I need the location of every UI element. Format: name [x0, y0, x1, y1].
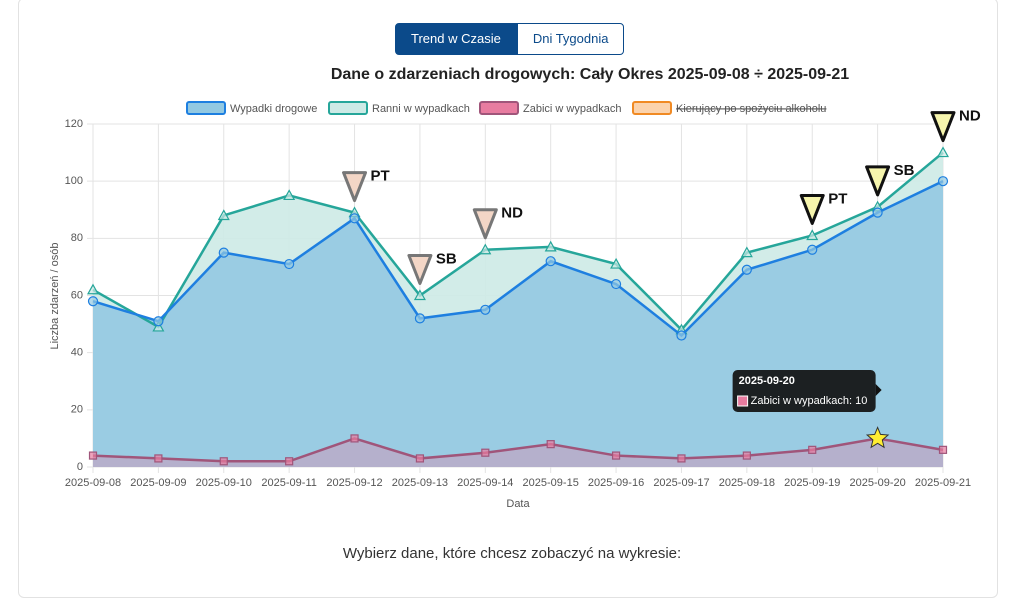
- series-area: [93, 438, 943, 467]
- tab-button[interactable]: Dni Tygodnia: [516, 23, 625, 55]
- point: [350, 434, 359, 443]
- x-axis-label: Data: [506, 498, 530, 510]
- x-tick-label: 2025-09-16: [588, 477, 644, 489]
- point: [740, 246, 753, 258]
- point: [283, 189, 296, 201]
- annotation-marker: [799, 193, 825, 225]
- legend-swatch: [479, 101, 519, 115]
- point: [807, 244, 818, 255]
- tooltip-swatch: [737, 395, 749, 407]
- point: [610, 257, 623, 269]
- series-line: [92, 437, 944, 463]
- x-tick-label: 2025-09-09: [130, 477, 186, 489]
- annotation-label: SB: [894, 162, 915, 179]
- annotation-marker: [472, 208, 498, 240]
- legend-swatch: [328, 101, 368, 115]
- x-tick-label: 2025-09-10: [196, 477, 252, 489]
- legend-label: Wypadki drogowe: [230, 103, 317, 115]
- point: [480, 304, 491, 315]
- point: [413, 289, 426, 301]
- annotation-marker: [865, 165, 891, 197]
- y-tick-label: 0: [77, 461, 83, 473]
- series-line: [92, 151, 944, 332]
- point: [546, 440, 555, 449]
- chart-title: Dane o zdarzeniach drogowych: Cały Okres…: [331, 66, 849, 83]
- legend-swatch: [186, 101, 226, 115]
- x-tick-label: 2025-09-21: [915, 477, 971, 489]
- point: [938, 445, 948, 454]
- point: [87, 296, 99, 307]
- annotation-label: ND: [959, 108, 981, 125]
- legend-label: Kierujący po spożyciu alkoholu: [676, 103, 826, 115]
- point: [937, 176, 949, 187]
- point: [610, 278, 622, 290]
- point: [219, 457, 228, 466]
- annotation-label: ND: [501, 205, 523, 222]
- point: [218, 247, 229, 258]
- point: [153, 316, 164, 327]
- y-tick-label: 120: [65, 118, 83, 130]
- page: Trend w Czasie Dni Tygodnia Dane o zdarz…: [18, 0, 998, 598]
- x-tick-label: 2025-09-18: [719, 477, 775, 489]
- point: [742, 451, 751, 460]
- point: [284, 258, 295, 270]
- point: [88, 451, 98, 460]
- x-tick-label: 2025-09-12: [326, 477, 382, 489]
- tooltip-text: Zabici w wypadkach: 10: [751, 395, 868, 407]
- point: [481, 448, 490, 457]
- legend-label: Zabici w wypadkach: [523, 103, 621, 115]
- point: [285, 457, 294, 466]
- tooltip-title: 2025-09-20: [739, 375, 795, 387]
- annotation-marker: [342, 171, 368, 203]
- point: [415, 454, 425, 463]
- y-tick-label: 20: [71, 404, 83, 416]
- point: [808, 445, 817, 454]
- y-tick-label: 60: [71, 289, 83, 301]
- legend-label: Ranni w wypadkach: [372, 103, 470, 115]
- point: [806, 229, 819, 241]
- point: [154, 454, 163, 463]
- x-tick-label: 2025-09-19: [784, 477, 840, 489]
- annotation-marker: [930, 111, 956, 143]
- point: [545, 256, 556, 267]
- point: [86, 283, 100, 295]
- point: [414, 313, 426, 324]
- point: [544, 240, 557, 252]
- y-tick-label: 100: [65, 175, 83, 187]
- x-tick-label: 2025-09-08: [65, 477, 121, 489]
- hover-point: [865, 426, 890, 449]
- point: [872, 207, 883, 218]
- tooltip-caret: [875, 384, 882, 396]
- x-tick-label: 2025-09-13: [392, 477, 448, 489]
- annotation-label: PT: [371, 168, 390, 185]
- series-line: [92, 180, 944, 338]
- point: [676, 330, 687, 341]
- x-tick-label: 2025-09-17: [653, 477, 709, 489]
- x-tick-label: 2025-09-20: [849, 477, 905, 489]
- y-tick-label: 40: [71, 347, 83, 359]
- point: [741, 264, 752, 275]
- point: [217, 209, 230, 221]
- annotation-marker: [407, 254, 433, 285]
- tooltip-box: [732, 370, 876, 412]
- annotation-label: SB: [436, 250, 457, 267]
- x-tick-label: 2025-09-11: [261, 477, 316, 489]
- point: [677, 454, 686, 463]
- chart: Dane o zdarzeniach drogowych: Cały Okres…: [49, 66, 981, 510]
- tab-button[interactable]: Trend w Czasie: [395, 23, 517, 55]
- point: [349, 213, 360, 224]
- view-toggle: Trend w Czasie Dni Tygodnia: [395, 23, 625, 55]
- x-tick-label: 2025-09-15: [523, 477, 579, 489]
- y-tick-label: 80: [71, 232, 83, 244]
- y-axis-label: Liczba zdarzeń / osób: [49, 242, 61, 349]
- annotation-label: PT: [828, 190, 847, 207]
- point: [611, 451, 621, 460]
- legend-swatch: [632, 101, 672, 115]
- footer-text: Wybierz dane, które chcesz zobaczyć na w…: [342, 545, 682, 562]
- point: [936, 146, 950, 158]
- x-tick-label: 2025-09-14: [457, 477, 513, 489]
- point: [152, 320, 165, 332]
- point: [479, 243, 492, 255]
